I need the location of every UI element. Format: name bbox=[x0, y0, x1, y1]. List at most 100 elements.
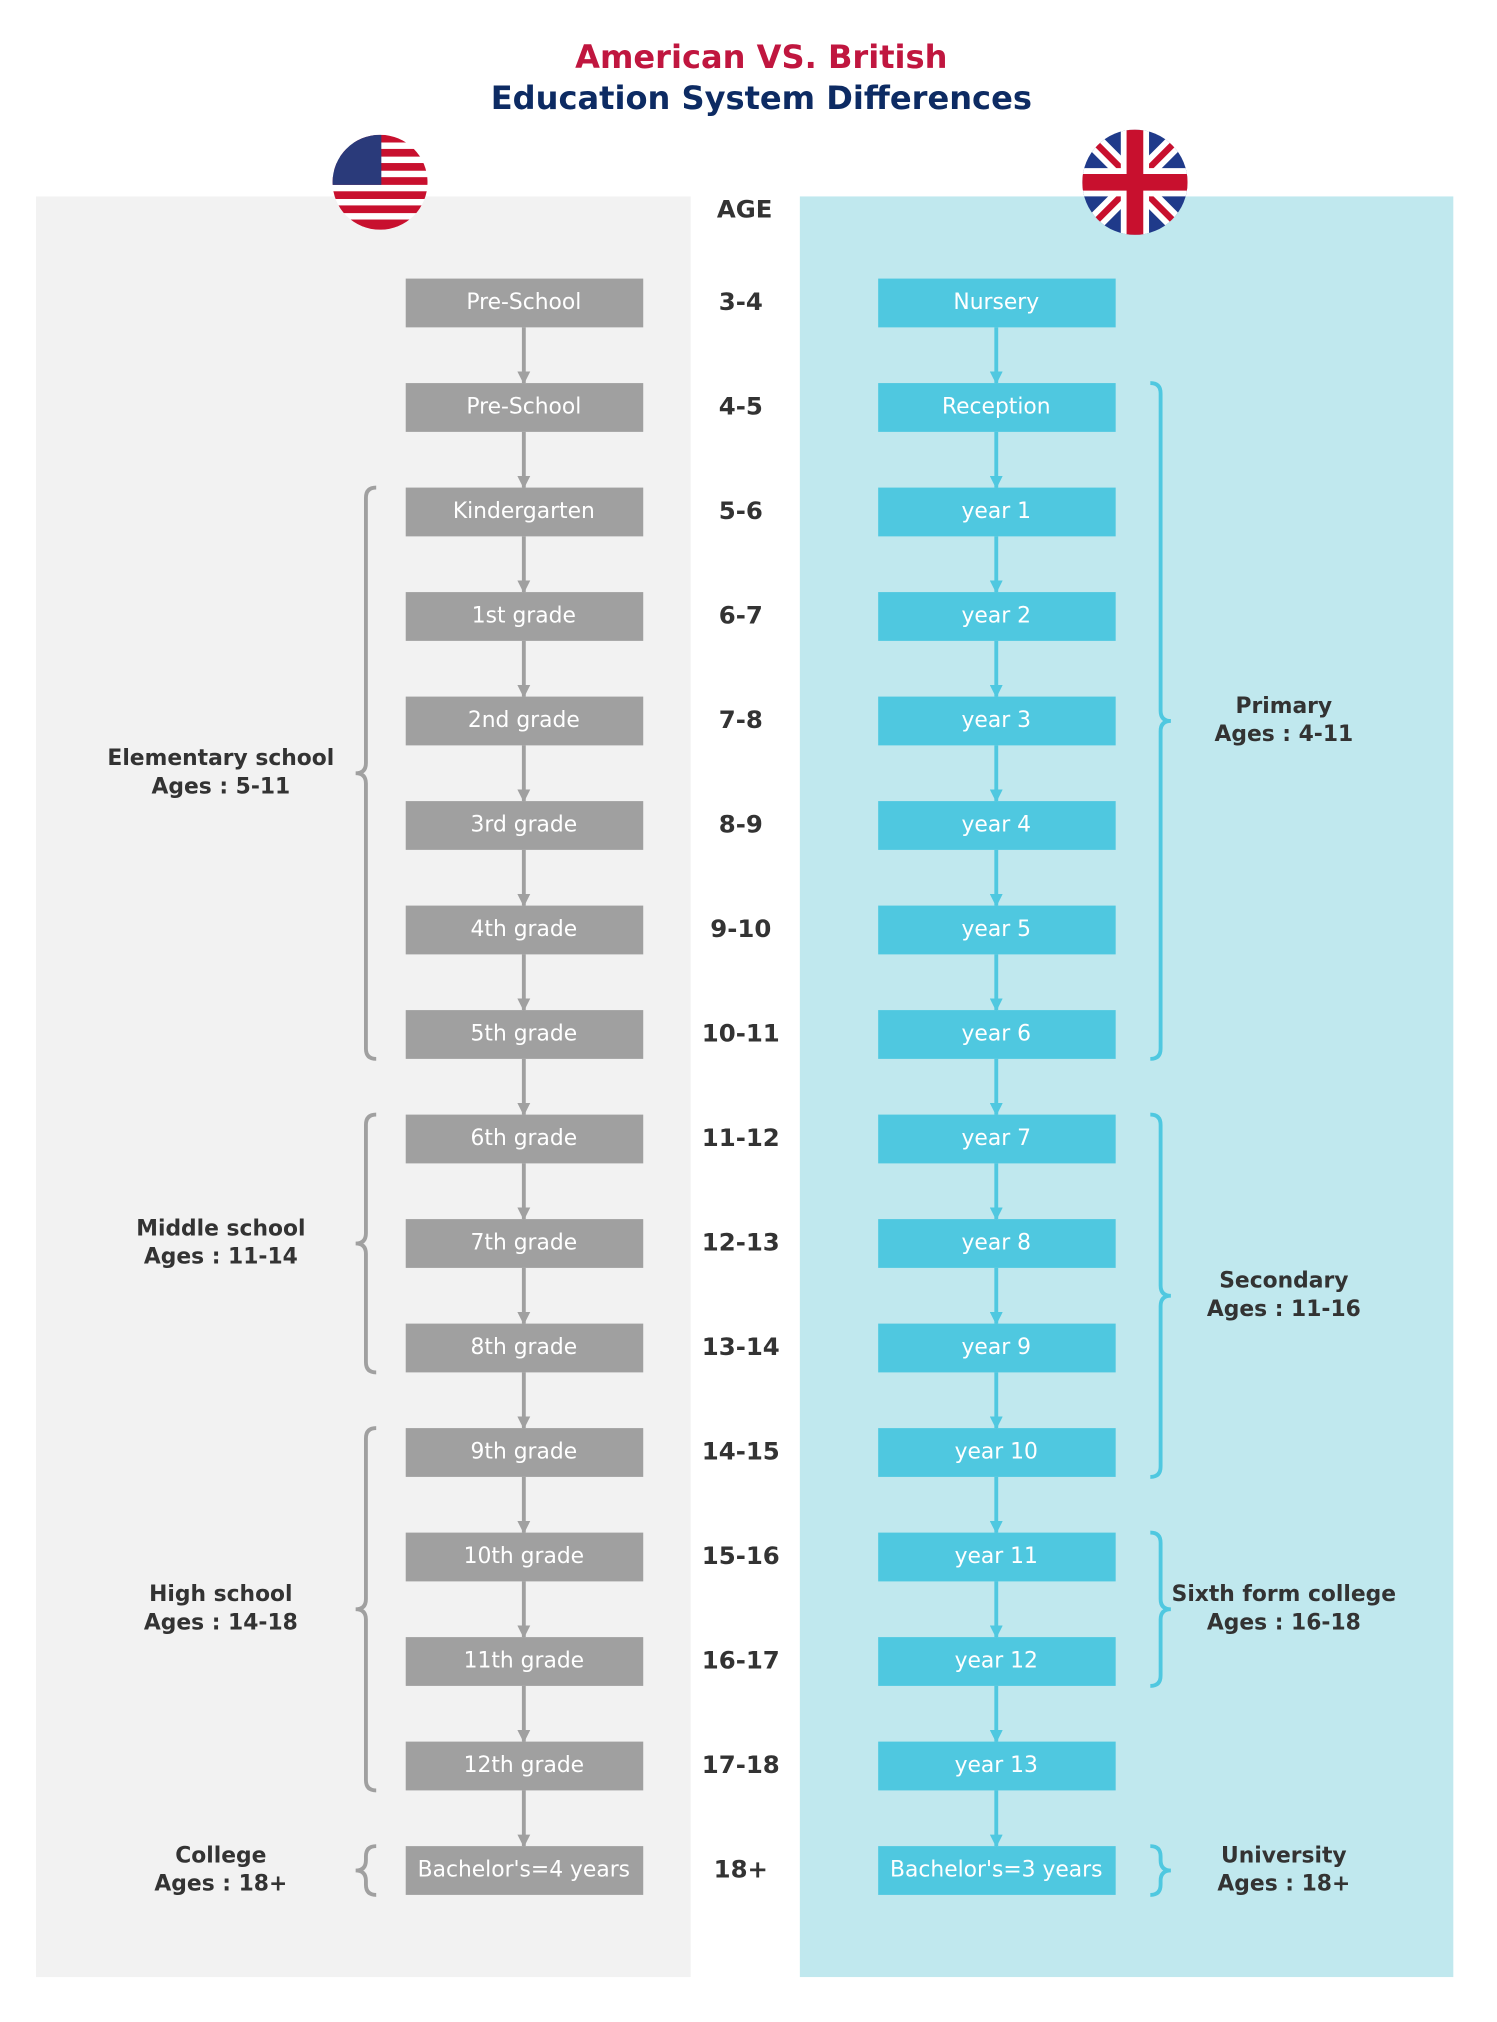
brace bbox=[355, 1844, 377, 1897]
age-label: 16-17 bbox=[702, 1646, 780, 1675]
step-label: year 5 bbox=[962, 917, 1031, 942]
step-box bbox=[878, 1428, 1116, 1477]
uk-panel bbox=[799, 196, 1454, 1978]
group-name: Primary bbox=[1236, 694, 1333, 719]
step-box bbox=[405, 487, 644, 537]
step-box bbox=[405, 1428, 644, 1477]
step-label: year 4 bbox=[962, 812, 1031, 837]
step-box bbox=[878, 1846, 1116, 1895]
group-name: College bbox=[175, 1843, 266, 1868]
step-label: year 6 bbox=[962, 1021, 1031, 1046]
step-box bbox=[878, 1219, 1116, 1268]
step-box bbox=[405, 1219, 644, 1268]
step-label: Bachelor's=4 years bbox=[418, 1858, 630, 1883]
brace bbox=[1150, 1112, 1171, 1479]
age-label: 9-10 bbox=[710, 914, 771, 943]
step-label: year 9 bbox=[962, 1335, 1031, 1360]
group-ages: Ages : 11-16 bbox=[1207, 1297, 1361, 1322]
group-ages: Ages : 5-11 bbox=[151, 774, 290, 799]
step-box bbox=[405, 696, 644, 746]
brace bbox=[355, 1426, 377, 1793]
step-box bbox=[878, 1010, 1116, 1059]
us-panel bbox=[35, 196, 691, 1978]
step-label: 1st grade bbox=[472, 603, 576, 628]
group-ages: Ages : 18+ bbox=[1217, 1872, 1350, 1897]
step-label: 6th grade bbox=[471, 1126, 578, 1151]
age-label: 4-5 bbox=[719, 391, 763, 420]
brace bbox=[1150, 1530, 1171, 1688]
step-label: Bachelor's=3 years bbox=[890, 1858, 1102, 1883]
step-label: 7th grade bbox=[471, 1230, 578, 1255]
step-label: 12th grade bbox=[464, 1753, 585, 1778]
us-flag bbox=[332, 134, 428, 230]
step-label: year 2 bbox=[962, 603, 1031, 628]
group-name: High school bbox=[149, 1582, 292, 1607]
step-box bbox=[405, 1010, 644, 1059]
age-label: 12-13 bbox=[702, 1227, 780, 1256]
group-name: Elementary school bbox=[107, 746, 334, 771]
step-box bbox=[878, 487, 1116, 537]
group-ages: Ages : 4-11 bbox=[1214, 722, 1353, 747]
step-label: 4th grade bbox=[471, 917, 578, 942]
step-label: year 1 bbox=[962, 499, 1031, 524]
step-label: year 13 bbox=[955, 1753, 1038, 1778]
step-box bbox=[878, 1532, 1116, 1582]
step-label: Pre-School bbox=[466, 290, 581, 315]
age-label: 6-7 bbox=[719, 600, 763, 629]
step-box bbox=[405, 592, 644, 641]
step-label: year 8 bbox=[962, 1230, 1031, 1255]
step-label: Reception bbox=[942, 394, 1051, 419]
step-box bbox=[405, 1846, 644, 1895]
step-box bbox=[405, 1114, 644, 1164]
age-label: 8-9 bbox=[719, 809, 763, 838]
title: American VS. British bbox=[575, 38, 947, 76]
step-label: year 12 bbox=[955, 1649, 1038, 1674]
step-box bbox=[405, 905, 644, 955]
step-box bbox=[405, 278, 644, 328]
age-label: 7-8 bbox=[719, 705, 763, 734]
step-label: 10th grade bbox=[464, 1544, 585, 1569]
step-label: year 10 bbox=[955, 1440, 1038, 1465]
group-name: University bbox=[1221, 1843, 1347, 1868]
group-ages: Ages : 11-14 bbox=[144, 1245, 298, 1270]
step-label: 11th grade bbox=[464, 1649, 585, 1674]
step-box bbox=[878, 1741, 1116, 1791]
step-label: 5th grade bbox=[471, 1021, 578, 1046]
step-box bbox=[405, 1323, 644, 1373]
step-box bbox=[878, 383, 1116, 432]
age-label: 10-11 bbox=[702, 1018, 780, 1047]
age-label: 15-16 bbox=[702, 1541, 780, 1570]
group-ages: Ages : 16-18 bbox=[1207, 1610, 1361, 1635]
step-box bbox=[405, 1741, 644, 1791]
step-label: year 11 bbox=[955, 1544, 1038, 1569]
step-label: 9th grade bbox=[471, 1440, 578, 1465]
group-name: Sixth form college bbox=[1172, 1582, 1396, 1607]
uk-flag bbox=[1082, 129, 1188, 235]
step-label: year 7 bbox=[962, 1126, 1031, 1151]
step-box bbox=[405, 801, 644, 850]
step-box bbox=[405, 1637, 644, 1686]
age-label: 13-14 bbox=[702, 1332, 780, 1361]
step-label: Kindergarten bbox=[453, 499, 595, 524]
step-label: 8th grade bbox=[471, 1335, 578, 1360]
group-name: Middle school bbox=[136, 1216, 305, 1241]
step-box bbox=[878, 1637, 1116, 1686]
step-label: Pre-School bbox=[466, 394, 581, 419]
step-box bbox=[878, 801, 1116, 850]
step-box bbox=[878, 905, 1116, 955]
brace bbox=[355, 1112, 377, 1375]
brace bbox=[1150, 381, 1171, 1061]
brace bbox=[1150, 1844, 1171, 1897]
step-box bbox=[878, 1323, 1116, 1373]
age-label: 5-6 bbox=[719, 496, 763, 525]
step-box bbox=[405, 1532, 644, 1582]
age-label: 17-18 bbox=[702, 1750, 780, 1779]
brace bbox=[355, 485, 377, 1061]
group-name: Secondary bbox=[1219, 1269, 1348, 1294]
step-box bbox=[405, 383, 644, 432]
age-heading: AGE bbox=[717, 195, 773, 224]
age-label: 14-15 bbox=[702, 1437, 780, 1466]
step-label: 3rd grade bbox=[470, 812, 577, 837]
age-label: 3-4 bbox=[719, 287, 763, 316]
